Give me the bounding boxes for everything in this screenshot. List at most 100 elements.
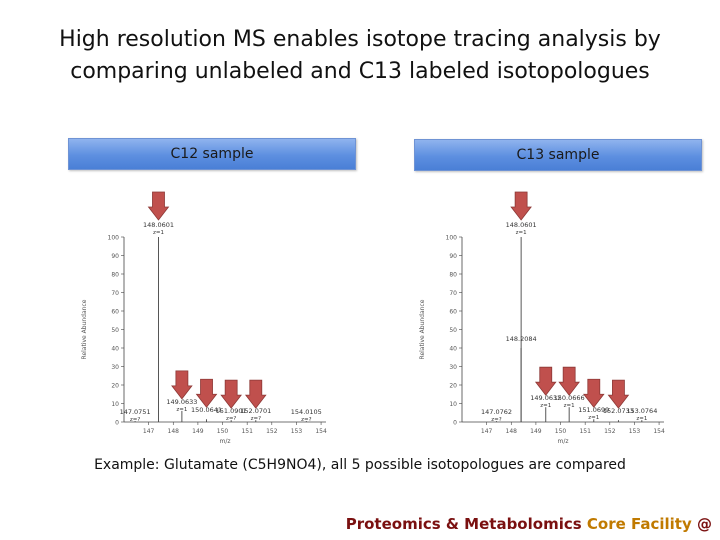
arrow-shape bbox=[534, 366, 557, 396]
peak-arrow-icon bbox=[147, 191, 170, 221]
peak-charge-label: z=1 bbox=[516, 230, 527, 236]
x-tick-label: 152 bbox=[266, 428, 278, 435]
y-tick-label: 20 bbox=[449, 383, 457, 390]
y-tick-label: 100 bbox=[446, 235, 458, 242]
peak-arrow-icon bbox=[607, 379, 630, 409]
peak-charge-label: z=? bbox=[251, 416, 261, 422]
y-tick-label: 90 bbox=[449, 253, 457, 260]
y-tick-label: 70 bbox=[449, 290, 457, 297]
peak-charge-label: z=1 bbox=[636, 416, 647, 422]
x-tick-label: 150 bbox=[217, 428, 229, 435]
y-tick-label: 0 bbox=[115, 420, 119, 427]
x-tick-label: 151 bbox=[241, 428, 253, 435]
title-line-2: comparing unlabeled and C13 labeled isot… bbox=[70, 59, 650, 84]
x-tick-label: 149 bbox=[530, 428, 542, 435]
peak-arrow-icon bbox=[195, 378, 218, 408]
x-tick-label: 151 bbox=[579, 428, 591, 435]
y-tick-label: 30 bbox=[449, 364, 457, 371]
x-tick-label: 150 bbox=[555, 428, 567, 435]
peak-arrow-icon bbox=[534, 366, 557, 396]
y-axis-title: Relative Abundance bbox=[419, 299, 426, 359]
x-tick-label: 149 bbox=[192, 428, 204, 435]
x-tick-label: 154 bbox=[653, 428, 665, 435]
y-tick-label: 40 bbox=[449, 346, 457, 353]
x-axis-title: m/z bbox=[557, 438, 568, 445]
peak-label: 154.0105 bbox=[291, 408, 322, 416]
x-tick-label: 147 bbox=[481, 428, 493, 435]
arrow-shape bbox=[147, 191, 170, 221]
example-caption: Example: Glutamate (C5H9NO4), all 5 poss… bbox=[94, 457, 626, 473]
x-tick-label: 153 bbox=[291, 428, 303, 435]
peak-label: 148.2084 bbox=[506, 335, 537, 343]
peak-charge-label: z=? bbox=[301, 417, 311, 423]
y-tick-label: 10 bbox=[449, 401, 457, 408]
y-tick-label: 30 bbox=[111, 364, 119, 371]
x-tick-label: 148 bbox=[506, 428, 518, 435]
peak-label: 151.0699 bbox=[578, 406, 609, 414]
x-tick-label: 147 bbox=[143, 428, 155, 435]
c13-sample-label: C13 sample bbox=[414, 139, 702, 171]
x-tick-label: 154 bbox=[315, 428, 327, 435]
y-tick-label: 60 bbox=[111, 309, 119, 316]
peak-arrow-icon bbox=[171, 370, 193, 400]
y-tick-label: 20 bbox=[111, 383, 119, 390]
footer-text-at: @ bbox=[691, 515, 712, 533]
y-tick-label: 80 bbox=[111, 272, 119, 279]
x-tick-label: 148 bbox=[168, 428, 180, 435]
footer-text-main: Proteomics & Metabolomics bbox=[345, 515, 587, 533]
x-axis-title: m/z bbox=[219, 438, 230, 445]
peak-charge-label: z=1 bbox=[176, 407, 187, 413]
y-tick-label: 70 bbox=[111, 290, 119, 297]
x-tick-label: 152 bbox=[604, 428, 616, 435]
slide-title: High resolution MS enables isotope traci… bbox=[0, 24, 720, 88]
peak-label: 149.0633 bbox=[166, 398, 197, 406]
peak-label: 150.0666 bbox=[554, 394, 585, 402]
peak-label: 151.0901 bbox=[216, 407, 247, 415]
footer-credit: Proteomics & Metabolomics Core Facility … bbox=[346, 515, 712, 533]
peak-charge-label: z=? bbox=[226, 416, 236, 422]
peak-label: 147.0762 bbox=[481, 408, 512, 416]
arrow-shape bbox=[510, 191, 532, 221]
peak-arrow-icon bbox=[582, 378, 605, 408]
peak-label: 149.0632 bbox=[530, 394, 561, 402]
peak-arrow-icon bbox=[244, 379, 267, 409]
y-tick-label: 50 bbox=[449, 327, 457, 334]
peak-label: 147.0751 bbox=[120, 408, 151, 416]
peak-label: 148.0601 bbox=[143, 221, 174, 229]
footer-text-accent: Core Facility bbox=[586, 515, 692, 533]
arrow-shape bbox=[195, 378, 218, 408]
peak-arrow-icon bbox=[220, 379, 242, 409]
peak-charge-label: z=1 bbox=[564, 403, 575, 409]
y-axis-title: Relative Abundance bbox=[81, 299, 88, 359]
x-tick-label: 153 bbox=[629, 428, 641, 435]
arrow-shape bbox=[607, 379, 630, 409]
y-tick-label: 100 bbox=[108, 235, 120, 242]
arrow-shape bbox=[220, 379, 242, 409]
y-tick-label: 80 bbox=[449, 272, 457, 279]
arrow-shape bbox=[171, 370, 193, 400]
y-tick-label: 60 bbox=[449, 309, 457, 316]
peak-label: 150.0641 bbox=[191, 406, 222, 414]
y-tick-label: 50 bbox=[111, 327, 119, 334]
peak-charge-label: z=1 bbox=[540, 403, 551, 409]
peak-label: 152.0733 bbox=[603, 407, 634, 415]
peak-label: 152.0701 bbox=[240, 407, 271, 415]
peak-charge-label: z=1 bbox=[588, 415, 599, 421]
peak-label: 153.0764 bbox=[626, 407, 657, 415]
y-tick-label: 40 bbox=[111, 346, 119, 353]
peak-charge-label: z=1 bbox=[153, 230, 164, 236]
peak-label: 148.0601 bbox=[506, 221, 537, 229]
peak-charge-label: z=? bbox=[491, 417, 501, 423]
arrow-shape bbox=[582, 378, 605, 408]
arrow-shape bbox=[558, 366, 580, 396]
y-tick-label: 0 bbox=[453, 420, 457, 427]
peak-arrow-icon bbox=[510, 191, 532, 221]
peak-arrow-icon bbox=[558, 366, 580, 396]
arrow-shape bbox=[244, 379, 267, 409]
y-tick-label: 90 bbox=[111, 253, 119, 260]
c12-sample-label: C12 sample bbox=[68, 138, 356, 170]
peak-charge-label: z=? bbox=[130, 417, 140, 423]
y-tick-label: 10 bbox=[111, 401, 119, 408]
